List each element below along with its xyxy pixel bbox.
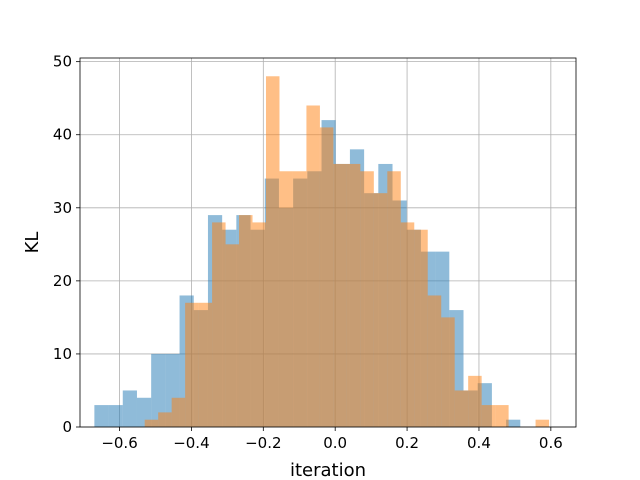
plot-frame [79, 57, 577, 428]
x-tick-label: 0.0 [323, 434, 347, 452]
histogram-bar-series-2 [266, 76, 280, 427]
histogram-bars [94, 76, 550, 428]
histogram-bar-series-2 [239, 215, 253, 427]
histogram-bar-series-2 [373, 193, 388, 427]
y-tick-label: 30 [53, 199, 72, 217]
y-tick-label: 20 [53, 272, 72, 290]
histogram-bar-series-1 [151, 353, 166, 427]
histogram-bar-series-2 [306, 105, 320, 427]
histogram-bar-series-2 [495, 405, 509, 427]
histogram-bar-series-2 [158, 412, 172, 427]
y-tick-label: 50 [53, 53, 72, 71]
histogram-bar-series-2 [292, 171, 307, 427]
x-axis-label: iteration [290, 460, 366, 480]
x-tick-label: 0.2 [395, 434, 419, 452]
histogram-bar-series-1 [122, 390, 137, 427]
histogram-bar-series-2 [535, 419, 550, 427]
y-axis-label: KL [22, 232, 43, 254]
histogram-bar-series-1 [108, 405, 123, 427]
x-tick-label: −0.2 [245, 434, 281, 452]
histogram-bar-series-2 [252, 222, 266, 427]
histogram-bar-series-2 [454, 390, 469, 427]
histogram-bar-series-2 [360, 171, 374, 427]
histogram-bar-series-1 [94, 405, 109, 427]
histogram-bar-series-2 [171, 397, 186, 427]
x-tick-label: −0.6 [101, 434, 137, 452]
histogram-bar-series-2 [414, 229, 428, 427]
axis-ticks: −0.6 −0.4 −0.2 0.0 0.2 0.4 0.6 0 10 20 30 40 50 [53, 53, 563, 452]
histogram-bar-series-2 [441, 317, 455, 427]
histogram-bar-series-1 [506, 419, 521, 427]
histogram-bar-series-2 [468, 375, 482, 427]
histogram-bar-series-2 [333, 163, 347, 427]
histogram-bar-series-2 [279, 171, 293, 427]
histogram-bar-series-2 [198, 302, 213, 427]
histogram-bar-series-2 [144, 419, 159, 427]
histogram-bar-series-2 [346, 163, 361, 427]
y-tick-label: 0 [62, 418, 72, 436]
histogram-bar-series-2 [481, 405, 496, 427]
histogram-bar-series-2 [225, 244, 240, 427]
y-tick-label: 40 [53, 126, 72, 144]
histogram-bar-series-2 [387, 171, 401, 427]
histogram-bar-series-2 [427, 295, 442, 427]
y-tick-label: 10 [53, 345, 72, 363]
histogram-bar-series-2 [400, 222, 415, 427]
x-tick-label: −0.4 [173, 434, 209, 452]
x-tick-label: 0.4 [467, 434, 491, 452]
histogram-bar-series-2 [319, 127, 334, 428]
histogram-bar-series-2 [185, 302, 199, 427]
histogram-bar-series-2 [212, 222, 226, 427]
x-tick-label: 0.6 [539, 434, 563, 452]
